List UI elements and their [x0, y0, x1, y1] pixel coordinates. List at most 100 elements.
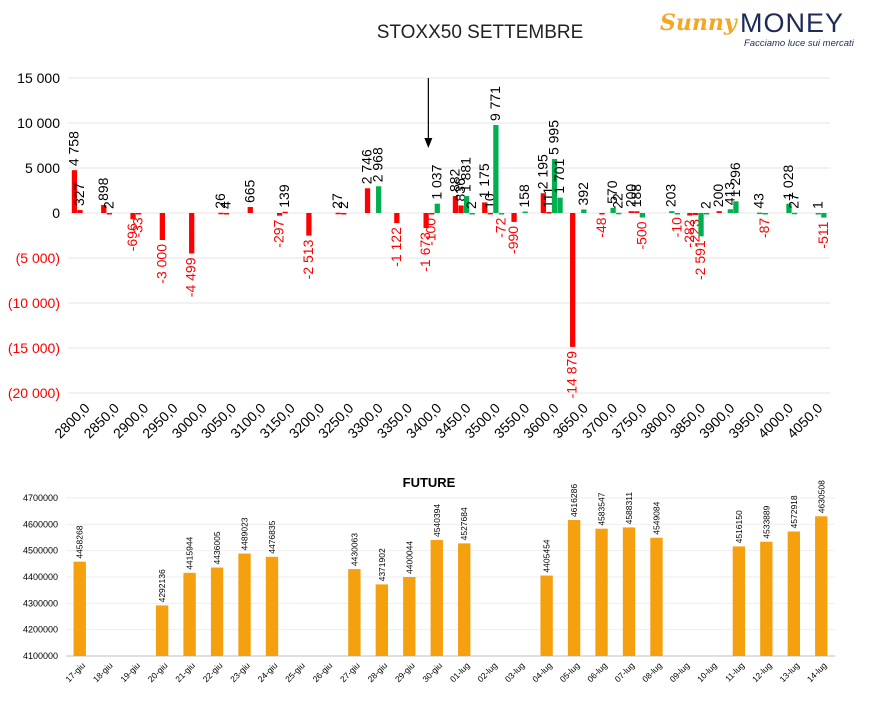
bar — [159, 213, 166, 240]
x-tick-label: 14-lug — [805, 660, 829, 684]
x-tick-label: 23-giu — [228, 660, 252, 684]
bar — [570, 213, 576, 347]
bar — [335, 212, 341, 215]
x-tick-label: 28-giu — [365, 660, 389, 684]
bar — [698, 213, 704, 237]
future-bar — [760, 541, 773, 656]
data-label: -990 — [505, 226, 521, 254]
data-label: 4 — [218, 201, 234, 209]
bar — [223, 212, 230, 215]
data-label: 4430063 — [349, 533, 359, 566]
data-label: 327 — [71, 182, 87, 206]
bar — [687, 213, 693, 216]
bar — [247, 207, 253, 213]
data-label: 413 — [721, 182, 737, 206]
x-tick-label: 26-giu — [311, 660, 335, 684]
bar — [452, 196, 459, 213]
logo-brand: Sunny — [660, 10, 737, 36]
x-tick-label: 09-lug — [668, 660, 692, 684]
future-bar — [155, 605, 169, 656]
data-label: -297 — [271, 219, 287, 247]
bar — [669, 211, 675, 213]
x-tick-label: 17-giu — [63, 660, 87, 684]
x-tick-label: 22-giu — [201, 660, 225, 684]
y-tick-label: 15 000 — [17, 70, 60, 86]
y-tick-label: 4400000 — [23, 572, 58, 582]
data-label: 1 028 — [780, 164, 796, 199]
data-label: 392 — [575, 182, 591, 206]
y-tick-label: 4700000 — [23, 493, 58, 503]
future-bar — [567, 520, 581, 656]
data-label: 4527684 — [459, 507, 469, 540]
data-label: -500 — [633, 221, 649, 249]
data-label: -48 — [593, 217, 609, 237]
data-label: -4 499 — [183, 257, 199, 297]
bar — [482, 202, 488, 213]
data-label: 4400044 — [404, 541, 414, 574]
data-label: 4405454 — [542, 539, 552, 572]
bar — [639, 213, 646, 218]
data-label: 4533889 — [761, 505, 771, 538]
data-label: 4516150 — [734, 510, 744, 543]
x-tick-label: 04-lug — [530, 660, 554, 684]
x-tick-label: 20-giu — [146, 660, 170, 684]
data-label: 26 — [212, 193, 228, 209]
data-label: -72 — [492, 217, 508, 237]
data-label: 1 — [809, 201, 825, 209]
future-bar — [183, 572, 196, 656]
x-tick-label: 27-giu — [338, 660, 362, 684]
bar — [703, 212, 710, 215]
future-bar — [403, 576, 416, 656]
data-label: 665 — [241, 179, 257, 203]
future-bar — [73, 561, 86, 656]
bar — [599, 213, 605, 215]
bar — [77, 210, 83, 213]
x-tick-label: 01-lug — [448, 660, 472, 684]
future-bar — [595, 528, 608, 656]
bar — [546, 212, 552, 214]
x-tick-label: 24-giu — [256, 660, 280, 684]
x-tick-label: 05-lug — [558, 660, 582, 684]
bar — [71, 170, 78, 213]
y-tick-label: 4300000 — [23, 598, 58, 608]
future-bar — [458, 543, 471, 656]
bar — [762, 213, 768, 215]
x-tick-label: 07-lug — [613, 660, 637, 684]
future-bar — [375, 584, 389, 656]
bar — [757, 212, 763, 215]
bar — [498, 213, 505, 215]
data-label: 2 195 — [534, 154, 550, 189]
data-label: -696 — [124, 223, 140, 251]
bar — [786, 203, 792, 213]
annotation-arrowhead — [424, 138, 433, 148]
bar — [469, 212, 475, 215]
future-bar — [650, 537, 663, 656]
data-label: 2 968 — [370, 147, 386, 182]
bar — [364, 188, 371, 213]
data-label: 4489023 — [240, 517, 250, 550]
data-label: 27 — [329, 193, 345, 209]
data-label: 570 — [604, 180, 620, 204]
data-label: 200 — [710, 184, 726, 208]
bar — [821, 213, 827, 218]
data-label: 4 758 — [65, 131, 81, 166]
y-tick-label: (15 000) — [8, 340, 60, 356]
data-label: 1 296 — [727, 162, 743, 197]
x-tick-label: 30-giu — [420, 660, 444, 684]
data-label: 200 — [622, 184, 638, 208]
bar — [463, 196, 470, 213]
x-tick-label: 10-lug — [695, 660, 719, 684]
data-label: 2 — [463, 201, 479, 209]
future-bar — [430, 540, 443, 656]
data-label: 4572918 — [789, 495, 799, 528]
x-tick-label: 03-lug — [503, 660, 527, 684]
data-label: -1 673 — [417, 232, 433, 272]
data-label: 1 037 — [428, 164, 444, 199]
bar — [130, 213, 136, 220]
future-bar — [815, 516, 828, 656]
data-label: -87 — [756, 218, 772, 238]
bar — [522, 211, 528, 214]
bar — [610, 207, 616, 213]
y-tick-label: 4600000 — [23, 519, 58, 529]
x-tick-label: 12-lug — [750, 660, 774, 684]
